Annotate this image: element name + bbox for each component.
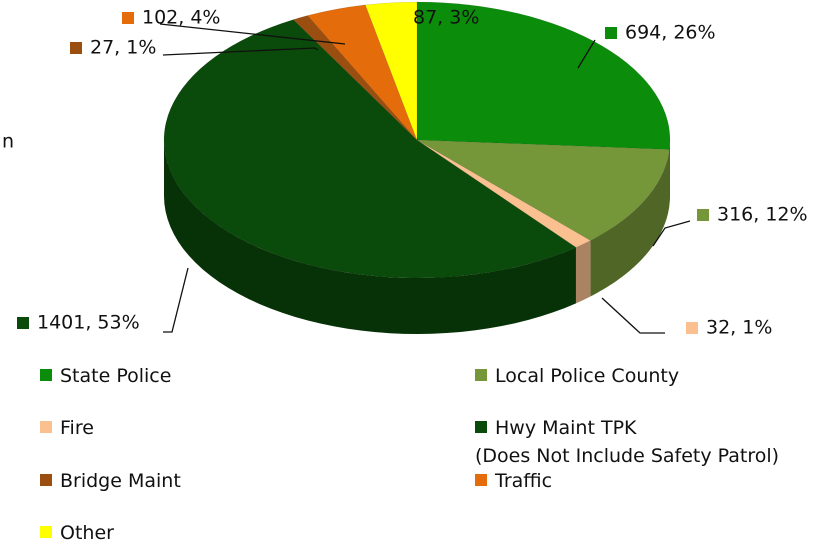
label-swatch [17, 317, 29, 329]
legend-label: State Police [60, 365, 172, 387]
legend-item: Other [40, 519, 114, 547]
legend-label: Other [60, 522, 114, 544]
legend-swatch [475, 474, 487, 486]
label-swatch [122, 12, 134, 24]
slice [416, 139, 591, 248]
legend-swatch [40, 421, 52, 433]
leader-line [162, 47, 319, 56]
legend-label: Traffic [495, 470, 553, 492]
data-label: 316, 12% [717, 204, 808, 226]
data-label: 32, 1% [706, 317, 772, 339]
slice-side [164, 140, 576, 334]
legend-label: Bridge Maint [60, 470, 181, 492]
legend-label: Fire [60, 417, 94, 439]
leader-line [652, 220, 691, 247]
legend-item: Fire [40, 414, 94, 442]
slice [307, 4, 418, 141]
legend-item: Local Police County [475, 362, 679, 390]
legend-swatch [40, 526, 52, 538]
slice [365, 1, 418, 141]
legend-swatch [40, 369, 52, 381]
data-label: 694, 26% [625, 22, 716, 44]
leader-line [577, 39, 596, 69]
leader-line [159, 23, 346, 45]
legend-label: Local Police County [495, 365, 680, 387]
label-swatch [697, 209, 709, 221]
slice [416, 1, 671, 150]
legend-swatch [40, 474, 52, 486]
slice-side [575, 240, 591, 304]
slice-side [669, 140, 670, 206]
slice [292, 15, 418, 141]
legend-swatch [475, 369, 487, 381]
legend-item: Bridge Maint [40, 467, 181, 495]
leader-line [163, 267, 189, 333]
data-label: 27, 1% [90, 37, 156, 59]
leader-line [601, 297, 665, 334]
label-swatch [70, 42, 82, 54]
slice [163, 19, 577, 279]
data-label: 102, 4% [142, 7, 221, 29]
label-swatch [393, 12, 405, 24]
legend-item: Traffic [475, 467, 552, 495]
legend-label: Hwy Maint TPK (Does Not Include Safety P… [475, 417, 780, 467]
slice [416, 139, 670, 241]
slice-side [590, 149, 670, 297]
label-swatch [605, 27, 617, 39]
legend-item: State Police [40, 362, 171, 390]
label-swatch [686, 322, 698, 334]
legend-swatch [475, 421, 487, 433]
data-label: 1401, 53% [37, 312, 140, 334]
data-label: 87, 3% [413, 7, 479, 29]
title-fragment: n [2, 131, 14, 153]
legend-item: Hwy Maint TPK (Does Not Include Safety P… [475, 414, 779, 470]
